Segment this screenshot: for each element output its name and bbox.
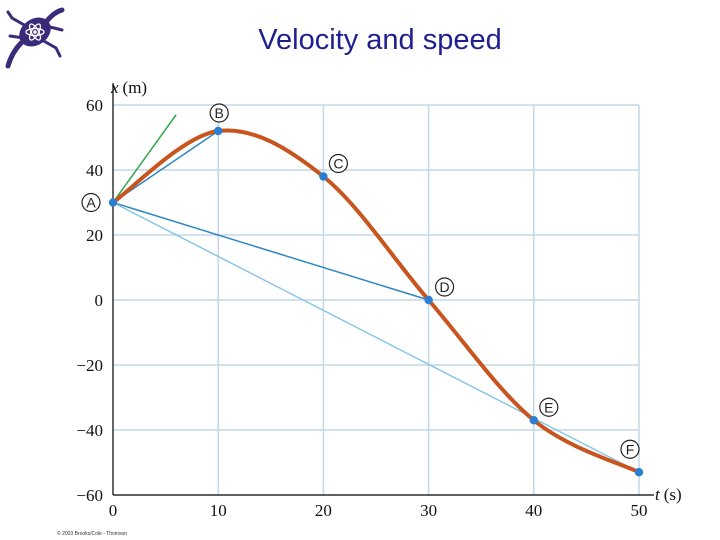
axes [112,83,654,496]
y-tick-label: 0 [95,291,104,310]
point-B [214,126,223,136]
point-D [424,295,433,305]
data-points: A B C D E F [81,103,644,477]
x-tick-label: 20 [315,501,332,520]
axis-labels: x (m) t (s) [110,78,682,504]
x-tick-label: 30 [420,501,437,520]
point-label-ring-E [539,397,559,417]
page-title: Velocity and speed [258,24,502,56]
copyright-notice: © 2003 Brooks/Cole - Thomson [57,531,128,537]
logo [2,2,72,75]
point-label-ring-A [81,192,101,213]
y-tick-label: 20 [86,226,103,245]
chord-A-D [112,201,429,301]
point-label-B: B [215,105,224,121]
y-tick-label: −60 [76,486,103,505]
point-label-ring-C [328,153,348,174]
series [111,114,641,475]
point-label-ring-B [209,103,229,123]
point-label-E: E [544,399,553,415]
x-axis-label: t (s) [655,485,682,504]
y-tick-label: 40 [86,161,103,180]
point-label-D: D [440,279,450,295]
x-axis-unit: (s) [664,485,682,504]
x-tick-label: 0 [109,501,118,520]
y-axis-var: x [110,78,119,97]
point-F [634,468,644,477]
point-E [529,416,538,425]
x-axis-var: t [655,485,661,504]
y-tick-label: −20 [76,356,103,375]
lizard-atom-logo-icon [5,7,65,69]
tangent-line-A [112,114,177,203]
y-axis-unit: (m) [123,78,148,97]
x-tick-label: 50 [631,501,648,520]
point-label-F: F [626,441,635,457]
y-tick-label: −40 [76,421,103,440]
x-tick-label: 10 [210,501,227,520]
point-label-C: C [333,156,343,172]
point-label-ring-D [435,277,455,297]
point-label-A: A [86,195,96,211]
y-axis-label: x (m) [110,78,147,97]
y-tick-label: 60 [86,96,103,115]
point-C [319,172,328,181]
point-A [108,198,118,207]
tick-labels: 0 10 20 30 40 50 60 40 20 0 −20 −40 −60 [76,96,647,520]
grid [113,104,640,495]
x-tick-label: 40 [525,501,542,520]
point-label-ring-F [620,439,640,459]
chord-A-F [112,201,640,473]
position-curve [111,128,641,475]
